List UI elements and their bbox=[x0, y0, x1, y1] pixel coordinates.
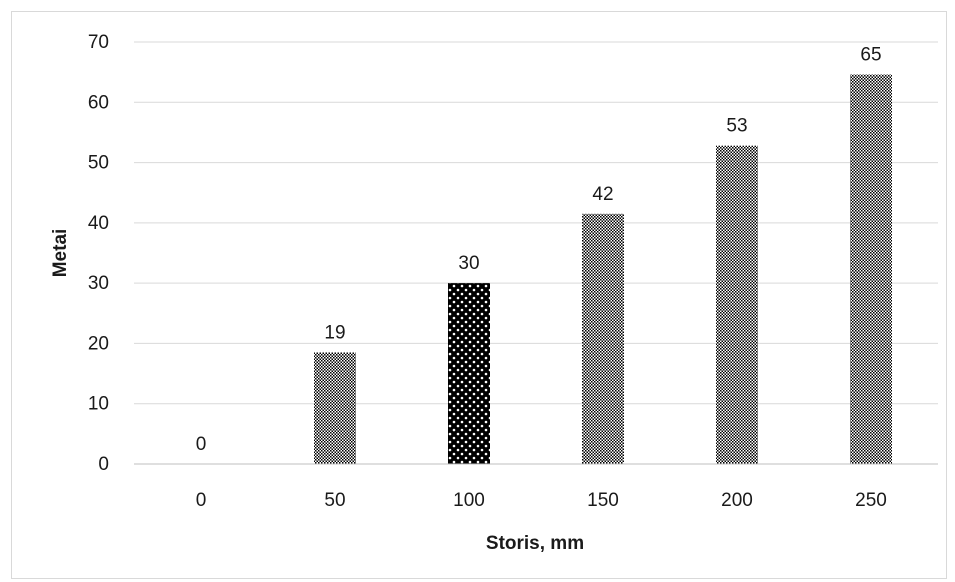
x-tick-label: 200 bbox=[721, 490, 753, 511]
data-label-250: 65 bbox=[860, 45, 881, 66]
y-tick-label: 70 bbox=[88, 32, 109, 53]
y-tick-label: 40 bbox=[88, 213, 109, 234]
x-tick-label: 50 bbox=[324, 490, 345, 511]
gridlines bbox=[134, 41, 938, 405]
x-tick-label: 0 bbox=[196, 490, 207, 511]
x-axis-title: Storis, mm bbox=[486, 533, 584, 554]
data-labels: 0 19 30 42 53 65 bbox=[196, 45, 882, 455]
bar-150 bbox=[582, 213, 624, 464]
y-tick-label: 10 bbox=[88, 394, 109, 415]
data-label-100: 30 bbox=[458, 253, 479, 274]
y-tick-label: 50 bbox=[88, 153, 109, 174]
y-tick-label: 30 bbox=[88, 273, 109, 294]
bar-250 bbox=[850, 74, 892, 464]
x-tick-label: 100 bbox=[453, 490, 485, 511]
x-axis-ticks: 0 50 100 150 200 250 bbox=[196, 490, 887, 511]
bar-100 bbox=[448, 283, 490, 464]
bar-50 bbox=[314, 352, 356, 464]
data-label-50: 19 bbox=[324, 322, 345, 343]
x-tick-label: 150 bbox=[587, 490, 619, 511]
data-label-0: 0 bbox=[196, 434, 207, 455]
y-tick-label: 60 bbox=[88, 92, 109, 113]
bars bbox=[314, 74, 892, 465]
y-tick-label: 20 bbox=[88, 333, 109, 354]
x-tick-label: 250 bbox=[855, 490, 887, 511]
y-tick-label: 0 bbox=[98, 454, 109, 475]
y-axis-title: Metai bbox=[50, 229, 71, 278]
bar-200 bbox=[716, 145, 758, 465]
data-label-150: 42 bbox=[592, 184, 613, 205]
y-axis-ticks: 0 10 20 30 40 50 60 70 bbox=[88, 32, 109, 475]
data-label-200: 53 bbox=[726, 116, 747, 137]
